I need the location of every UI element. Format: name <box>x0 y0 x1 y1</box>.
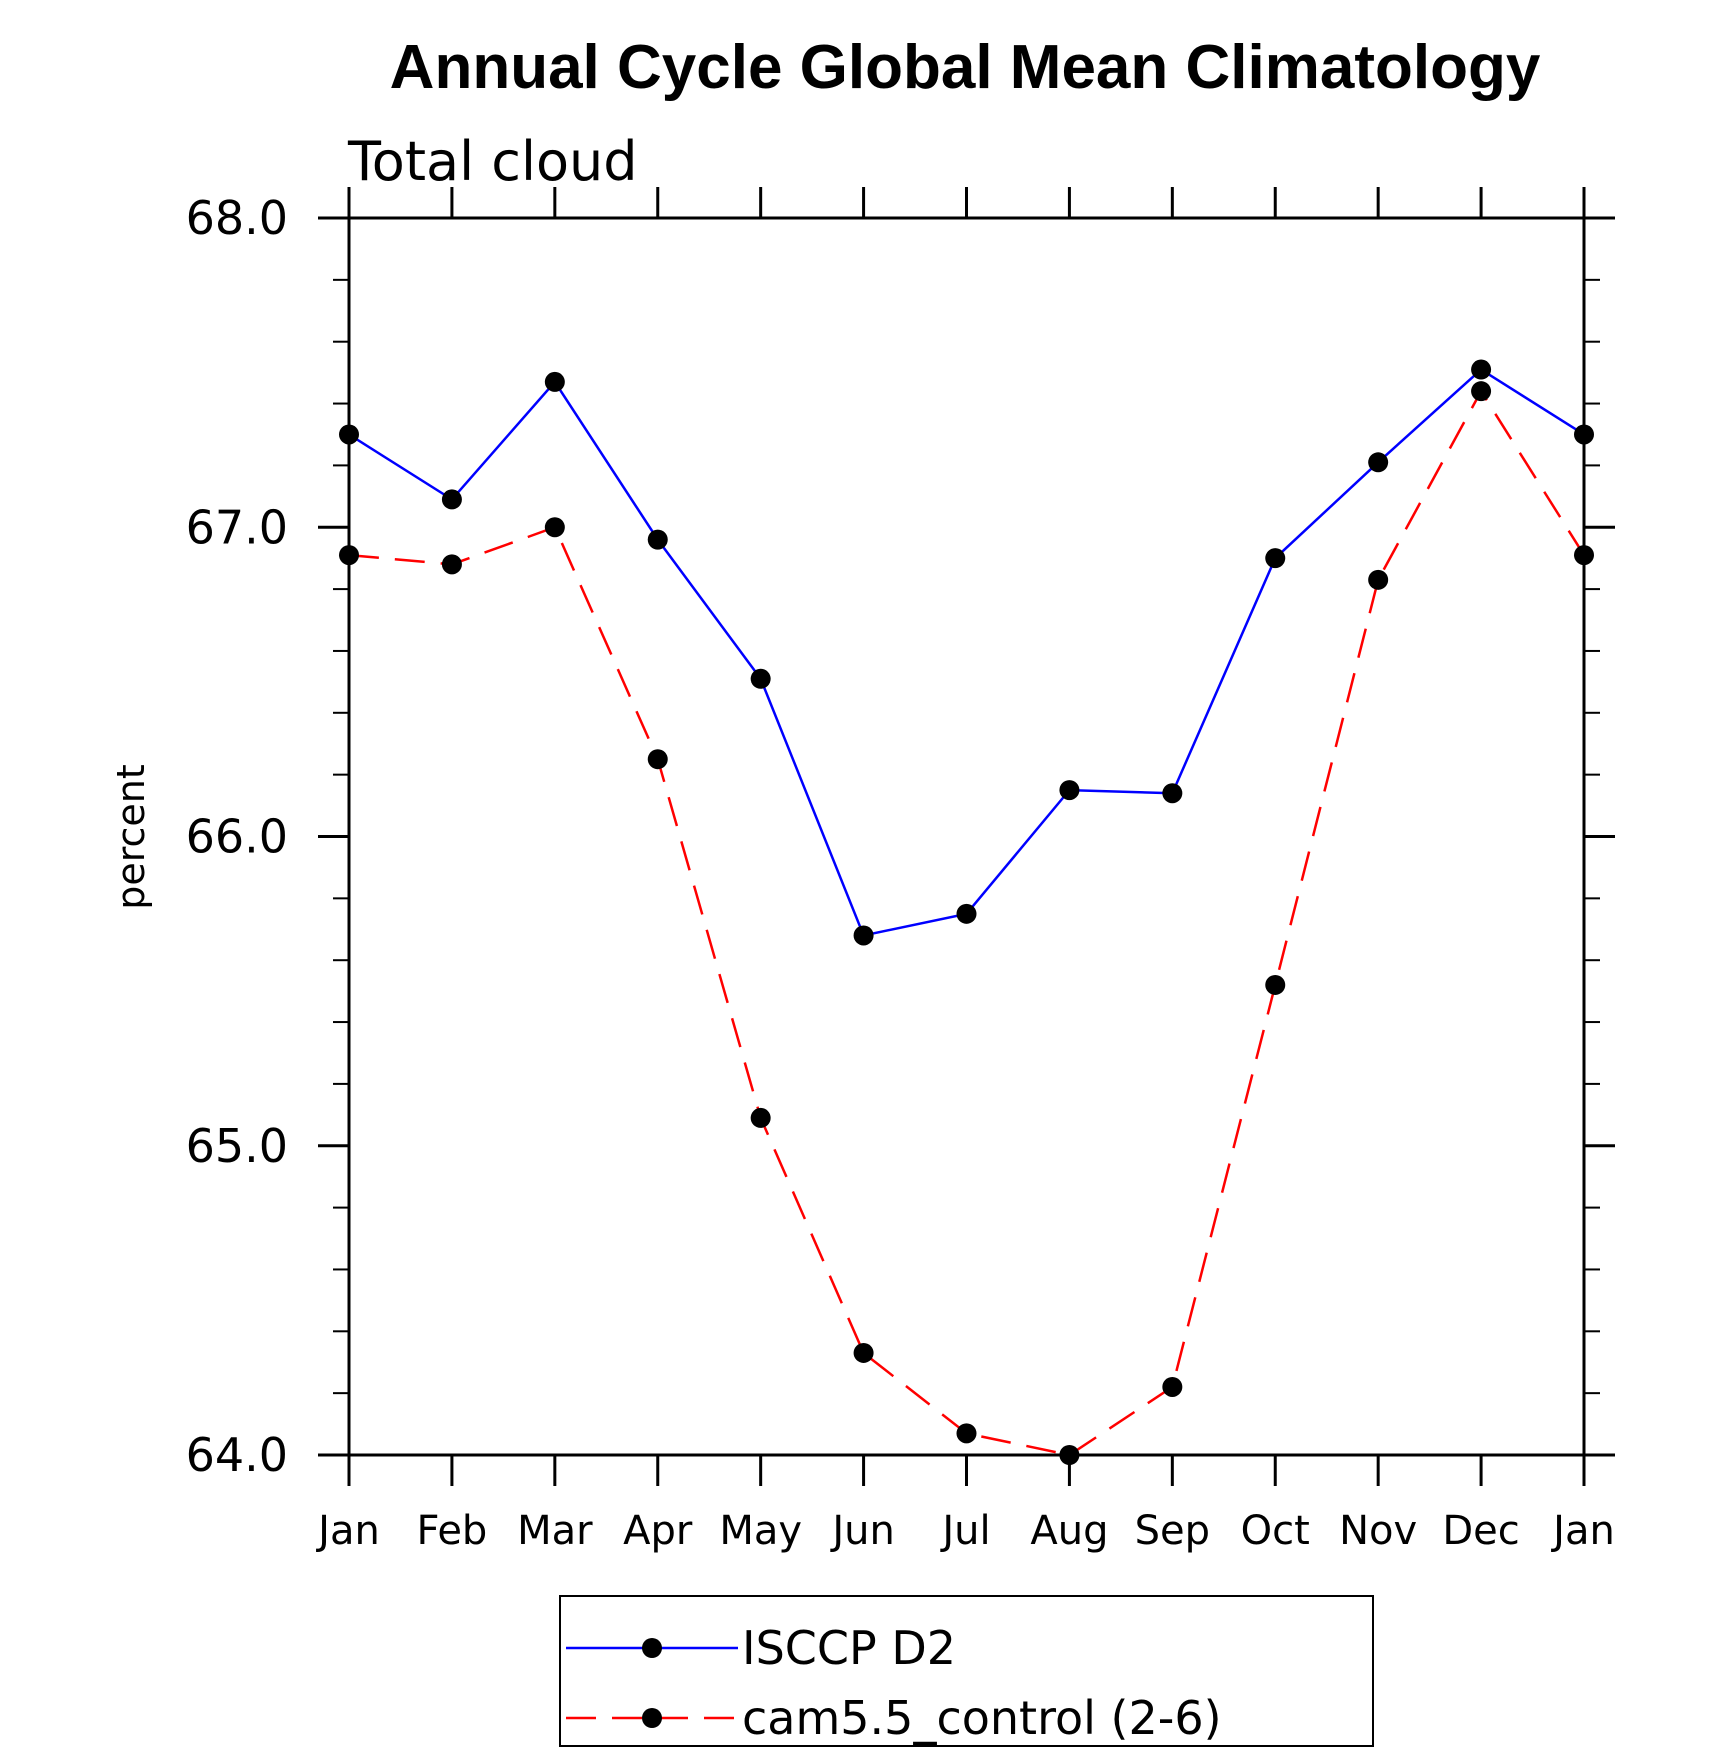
legend-swatch-marker <box>642 1638 662 1658</box>
x-tick-label: Sep <box>1135 1508 1210 1554</box>
y-axis-title: percent <box>109 764 153 910</box>
data-point <box>1368 452 1389 473</box>
data-point <box>339 545 359 566</box>
data-point <box>1059 1445 1080 1465</box>
data-point <box>1162 1376 1183 1397</box>
y-tick-labels: 64.0 65.0 66.0 67.0 68.0 <box>186 191 288 1482</box>
data-point <box>853 1342 874 1363</box>
data-point <box>1059 780 1080 801</box>
x-tick-label: Apr <box>623 1508 693 1554</box>
legend-label: cam5.5_control (2-6) <box>742 1691 1222 1745</box>
data-point <box>956 903 977 924</box>
x-tick-label: Oct <box>1241 1508 1310 1554</box>
data-point <box>1265 974 1286 995</box>
data-point <box>441 489 462 510</box>
legend-label: ISCCP D2 <box>742 1621 956 1675</box>
x-tick-label: Jan <box>1550 1508 1615 1554</box>
data-point <box>1265 548 1286 569</box>
x-tick-labels: Jan Feb Mar Apr May Jun Jul Aug Sep Oct Nov Dec Jan <box>315 1508 1615 1554</box>
data-point <box>1471 359 1492 380</box>
y-tick-label: 68.0 <box>186 191 288 245</box>
x-tick-label: Dec <box>1442 1508 1519 1554</box>
series-line <box>348 367 1585 937</box>
data-point <box>750 668 771 689</box>
y-tick-label: 66.0 <box>186 810 288 864</box>
data-point <box>1574 545 1594 566</box>
chart-title: Annual Cycle Global Mean Climatology <box>390 33 1541 102</box>
data-point <box>1471 381 1492 402</box>
x-tick-label: Feb <box>417 1508 488 1554</box>
series-2 <box>339 381 1594 1465</box>
data-point <box>339 424 359 445</box>
legend-swatch-marker <box>642 1708 662 1728</box>
x-tick-label: Jan <box>315 1508 380 1554</box>
data-point <box>853 925 874 946</box>
chart-subtitle: Total cloud <box>347 130 638 193</box>
series-1 <box>339 359 1594 946</box>
data-point <box>647 529 668 550</box>
data-point <box>544 517 565 538</box>
y-tick-label: 65.0 <box>186 1119 288 1173</box>
data-point <box>647 749 668 770</box>
x-tick-label: Aug <box>1030 1508 1108 1554</box>
x-tick-label: Jun <box>829 1508 895 1554</box>
data-point <box>441 554 462 575</box>
y-tick-label: 67.0 <box>186 500 288 554</box>
x-tick-label: Nov <box>1339 1508 1417 1554</box>
legend: ISCCP D2 cam5.5_control (2-6) <box>559 1595 1374 1747</box>
data-point <box>1368 569 1389 590</box>
series-layer <box>339 359 1594 1465</box>
data-point <box>544 371 565 392</box>
data-point <box>750 1107 771 1128</box>
axis-ticks <box>318 187 1615 1486</box>
data-point <box>1574 424 1594 445</box>
x-tick-label: May <box>719 1508 802 1554</box>
data-point <box>956 1423 977 1444</box>
x-tick-label: Jul <box>939 1508 990 1554</box>
y-tick-label: 64.0 <box>186 1428 288 1482</box>
x-tick-label: Mar <box>517 1508 593 1554</box>
data-point <box>1162 783 1183 804</box>
legend-box <box>559 1595 1374 1747</box>
